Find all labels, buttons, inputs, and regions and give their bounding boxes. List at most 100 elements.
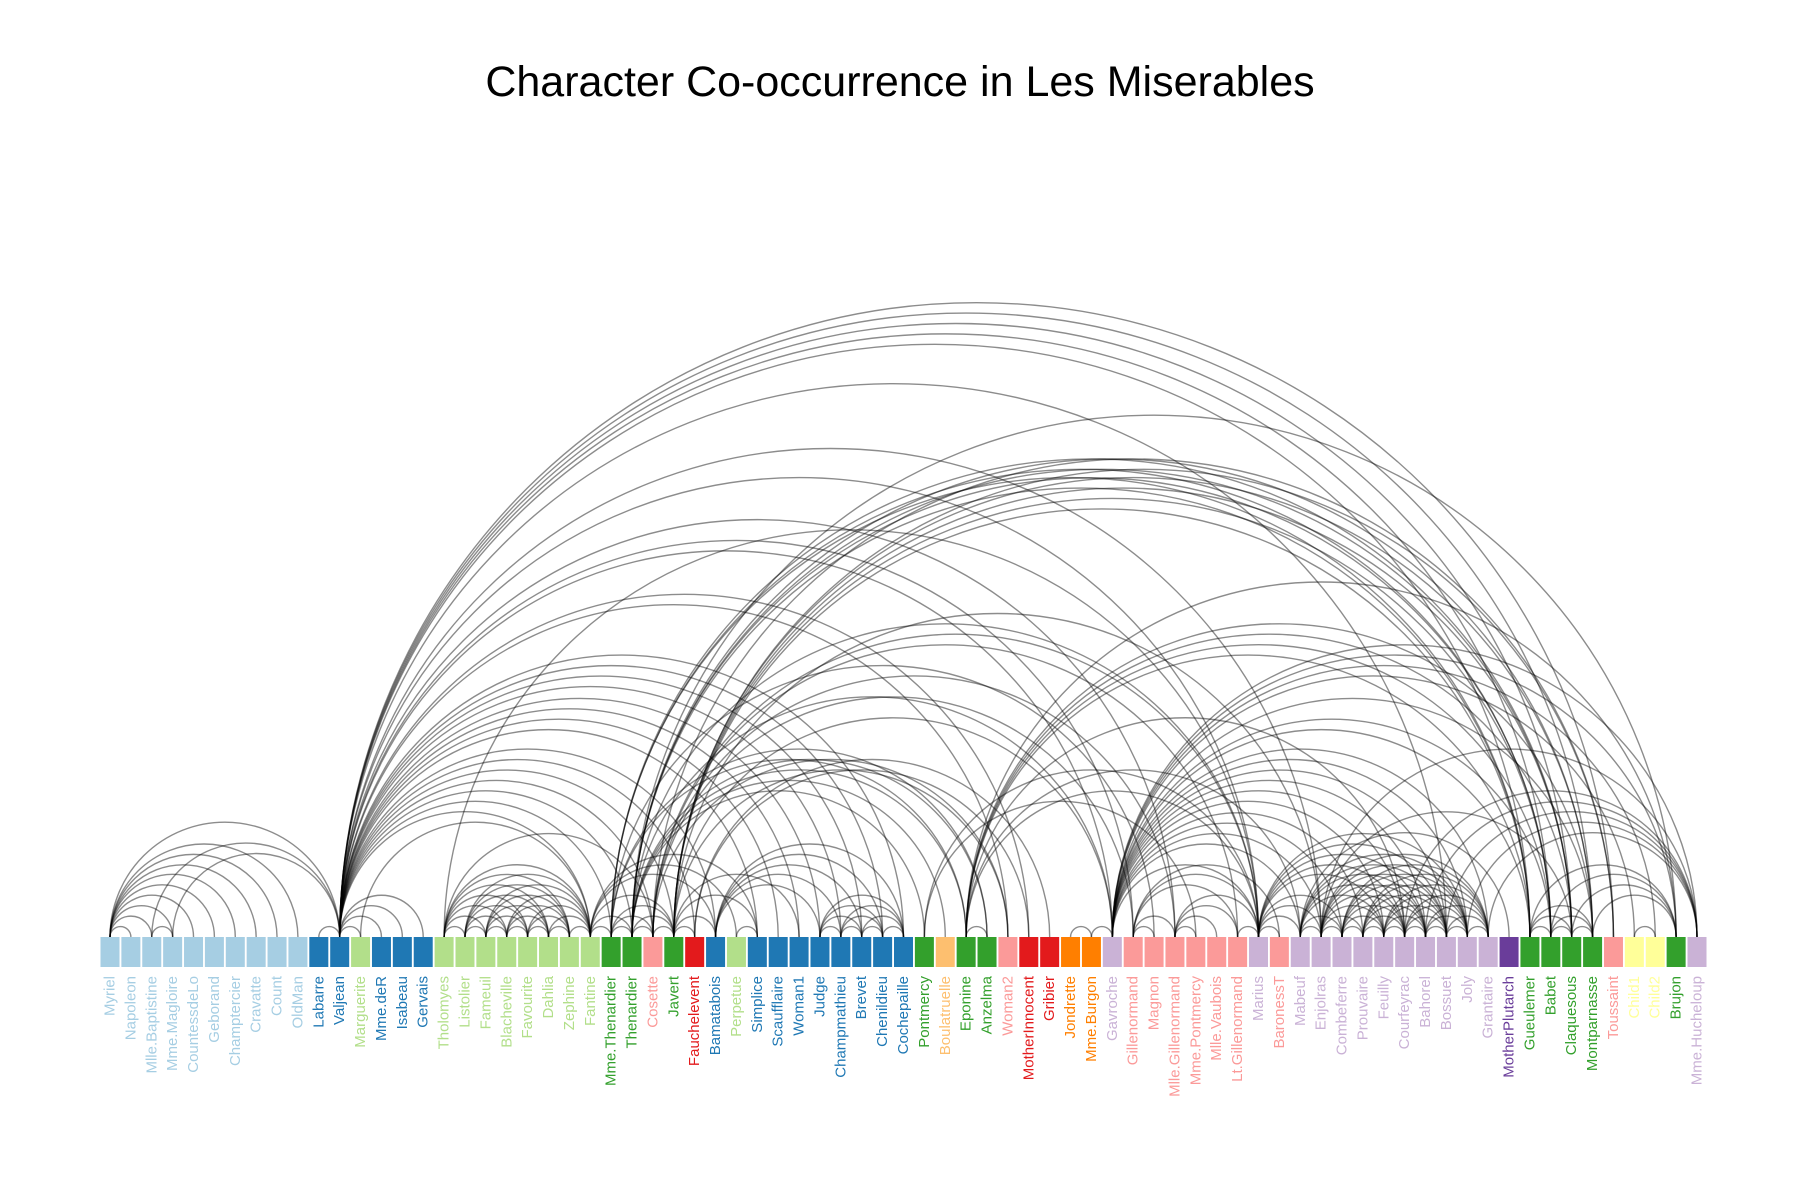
node-Child1[interactable] [1624, 937, 1644, 967]
node-Napoleon[interactable] [121, 937, 141, 967]
node-label-Bossuet: Bossuet [1438, 975, 1455, 1030]
arc-Thenardier-Javert [631, 915, 675, 938]
arc-Valjean-Woman2 [339, 604, 1009, 938]
node-Bossuet[interactable] [1436, 937, 1456, 967]
node-Mme.Magloire[interactable] [163, 937, 183, 967]
node-Woman1[interactable] [789, 937, 809, 967]
node-Gavroche[interactable] [1102, 937, 1122, 967]
node-label-Perpetue: Perpetue [728, 976, 745, 1037]
node-Judge[interactable] [810, 937, 830, 967]
node-Chenildieu[interactable] [873, 937, 893, 967]
node-Brujon[interactable] [1666, 937, 1686, 967]
node-Cochepaille[interactable] [894, 937, 913, 967]
node-Mme.Pontmercy[interactable] [1186, 937, 1206, 967]
node-Marguerite[interactable] [351, 937, 371, 967]
node-Myriel[interactable] [100, 937, 120, 967]
node-Perpetue[interactable] [726, 937, 746, 967]
node-Gillenormand[interactable] [1123, 937, 1143, 967]
node-Mabeuf[interactable] [1290, 937, 1310, 967]
node-Fameuil[interactable] [476, 937, 496, 967]
node-MotherPlutarch[interactable] [1499, 937, 1519, 967]
node-CountessdeLo[interactable] [184, 937, 204, 967]
arc-Gueulemer-Montparnasse [1529, 904, 1594, 938]
node-Count[interactable] [267, 937, 287, 967]
node-Tholomyes[interactable] [434, 937, 454, 967]
node-Prouvaire[interactable] [1353, 937, 1373, 967]
node-Claquesous[interactable] [1562, 937, 1582, 967]
node-Champtercier[interactable] [225, 937, 245, 967]
node-Anzelma[interactable] [977, 937, 997, 967]
node-label-Jondrette: Jondrette [1062, 976, 1079, 1039]
node-label-Magnon: Magnon [1146, 976, 1163, 1030]
arc-Tholomyes-Listolier [443, 925, 466, 938]
node-Scaufflaire[interactable] [768, 937, 788, 967]
node-Bahorel[interactable] [1416, 937, 1436, 967]
node-Fantine[interactable] [580, 937, 600, 967]
arc-Combeferre-Bossuet [1341, 884, 1448, 938]
node-Fauchelevent[interactable] [685, 937, 705, 967]
node-Mme.Thenardier[interactable] [601, 937, 621, 967]
node-Joly[interactable] [1457, 937, 1477, 967]
node-OldMan[interactable] [288, 937, 308, 967]
arc-Gillenormand-Mlle.Gillenormand [1132, 915, 1176, 938]
arc-Gavroche-Montparnasse [1111, 697, 1594, 938]
node-Favourite[interactable] [518, 937, 538, 967]
node-Jondrette[interactable] [1061, 937, 1081, 967]
node-Woman2[interactable] [998, 937, 1018, 967]
node-Isabeau[interactable] [392, 937, 412, 967]
node-Enjolras[interactable] [1311, 937, 1331, 967]
node-Courfeyrac[interactable] [1395, 937, 1415, 967]
node-Simplice[interactable] [747, 937, 767, 967]
arc-Cosette-Woman2 [652, 758, 1009, 938]
node-Lt.Gillenormand[interactable] [1228, 937, 1248, 967]
node-Feuilly[interactable] [1374, 937, 1394, 967]
node-Montparnasse[interactable] [1583, 937, 1603, 967]
node-Boulatruelle[interactable] [935, 937, 955, 967]
node-Listolier[interactable] [455, 937, 475, 967]
node-MotherInnocent[interactable] [1019, 937, 1039, 967]
node-Labarre[interactable] [309, 937, 329, 967]
node-Javert[interactable] [664, 937, 684, 967]
node-Marius[interactable] [1248, 937, 1268, 967]
node-Mlle.Baptistine[interactable] [142, 937, 162, 967]
node-Eponine[interactable] [956, 937, 976, 967]
node-Cosette[interactable] [643, 937, 663, 967]
arc-Bossuet-Mme.Hucheloup [1445, 811, 1698, 938]
node-Magnon[interactable] [1144, 937, 1164, 967]
node-Geborand[interactable] [204, 937, 224, 967]
arc-Gavroche-Combeferre [1111, 822, 1343, 938]
node-Mlle.Gillenormand[interactable] [1165, 937, 1185, 967]
node-Mlle.Vaubois[interactable] [1207, 937, 1227, 967]
node-BaronessT[interactable] [1269, 937, 1289, 967]
node-Zephine[interactable] [559, 937, 579, 967]
node-Babet[interactable] [1541, 937, 1561, 967]
node-Combeferre[interactable] [1332, 937, 1352, 967]
node-Blacheville[interactable] [497, 937, 517, 967]
node-Bamatabois[interactable] [706, 937, 726, 967]
node-Mme.Burgon[interactable] [1081, 937, 1101, 967]
arc-Valjean-Gervais [339, 894, 424, 938]
node-Valjean[interactable] [330, 937, 350, 967]
arc-Feuilly-Joly [1383, 894, 1468, 938]
node-Thenardier[interactable] [622, 937, 642, 967]
node-Gueulemer[interactable] [1520, 937, 1540, 967]
node-Champmathieu[interactable] [831, 937, 851, 967]
node-Dahlia[interactable] [539, 937, 559, 967]
node-Grantaire[interactable] [1478, 937, 1498, 967]
arc-Brevet-Chenildieu [861, 925, 884, 938]
arc-Valjean-Fantine [339, 811, 591, 938]
arc-Marius-Feuilly [1257, 873, 1385, 938]
node-Toussaint[interactable] [1603, 937, 1623, 967]
node-Pontmercy[interactable] [914, 937, 934, 967]
arc-Valjean-Champmathieu [339, 685, 842, 938]
node-Cravatte[interactable] [246, 937, 266, 967]
arc-Valjean-Bamatabois [339, 748, 717, 938]
node-Gribier[interactable] [1040, 937, 1060, 967]
node-Gervais[interactable] [413, 937, 433, 967]
node-Mme.deR[interactable] [371, 937, 391, 967]
node-Brevet[interactable] [852, 937, 872, 967]
node-Child2[interactable] [1645, 937, 1665, 967]
node-label-Simplice: Simplice [749, 976, 766, 1033]
node-label-Bamatabois: Bamatabois [707, 976, 724, 1055]
node-Mme.Hucheloup[interactable] [1687, 937, 1707, 967]
